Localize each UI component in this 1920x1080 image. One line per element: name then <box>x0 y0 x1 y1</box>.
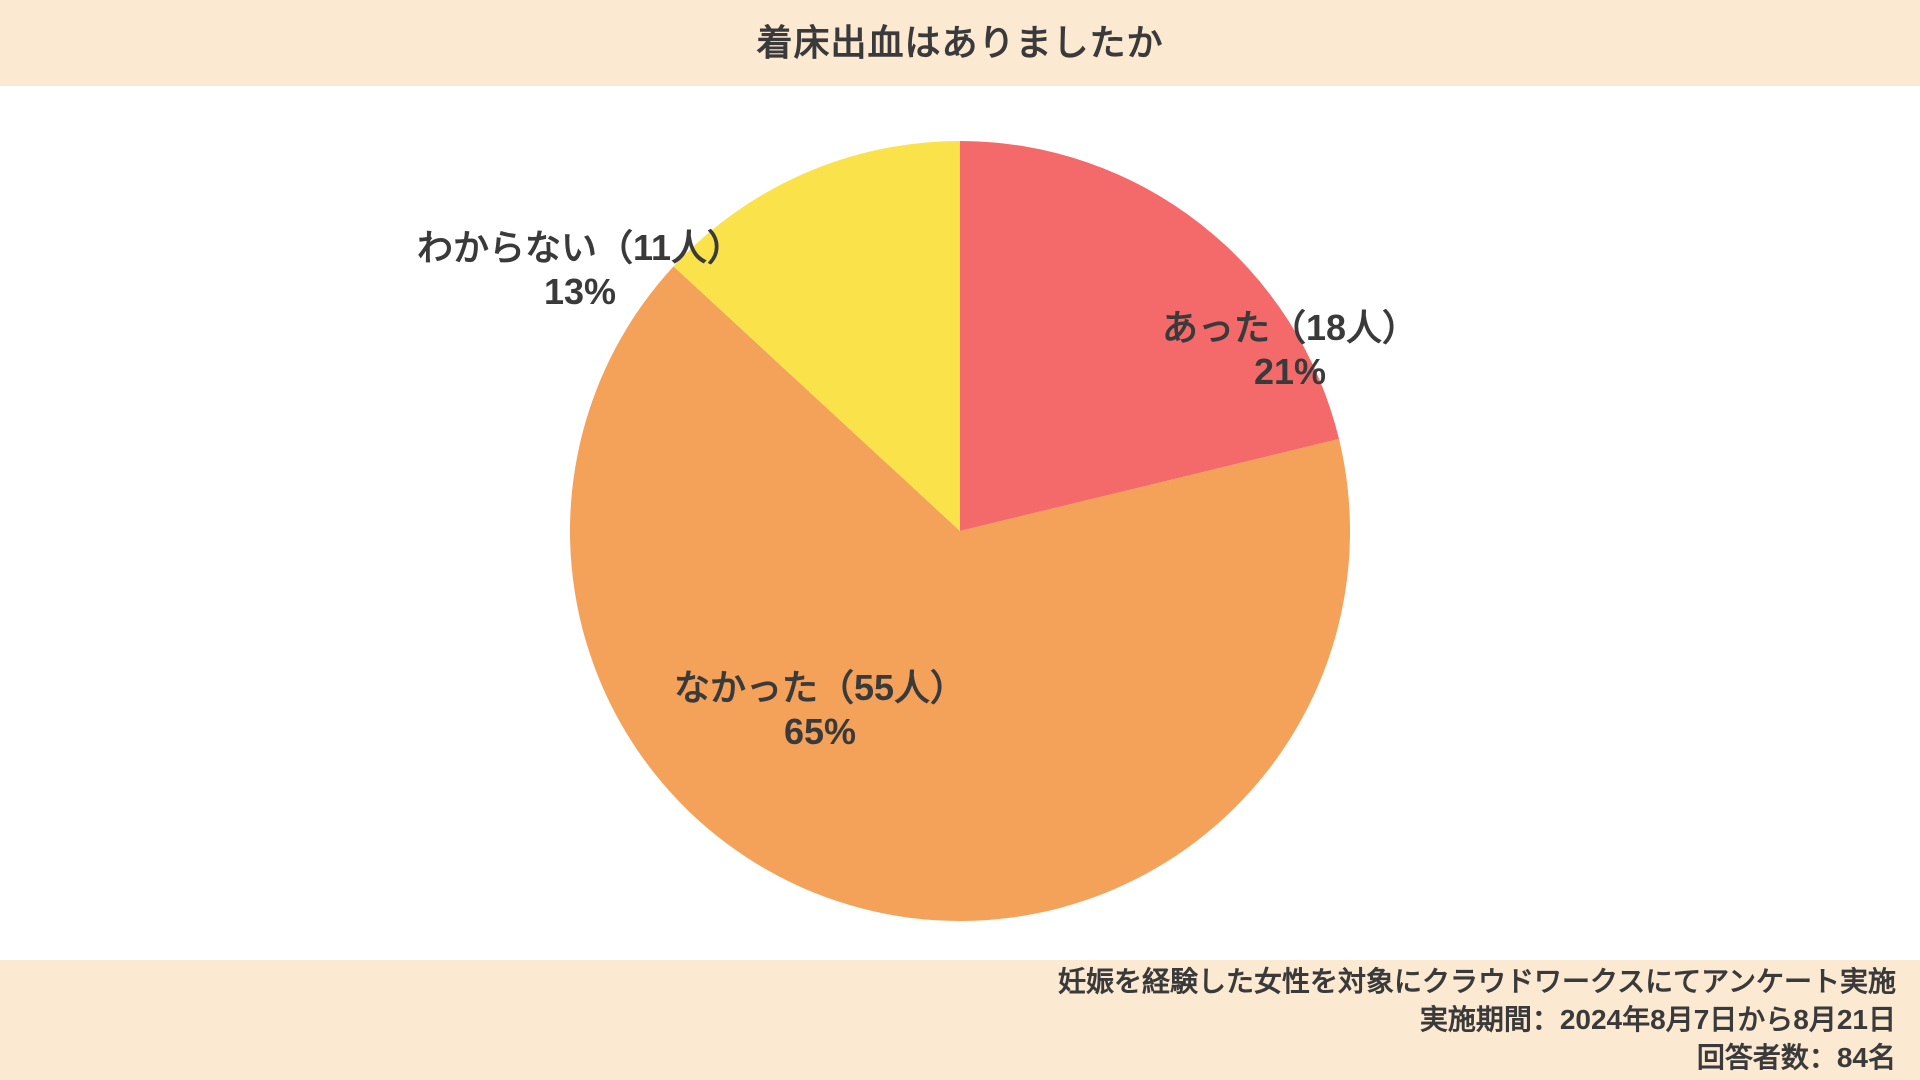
chart-title: 着床出血はありましたか <box>756 22 1163 63</box>
footer-line-2: 実施期間：2024年8月7日から8月21日 <box>0 1001 1896 1039</box>
footer-line-3: 回答者数：84名 <box>0 1039 1896 1077</box>
footer-bar: 妊娠を経験した女性を対象にクラウドワークスにてアンケート実施 実施期間：2024… <box>0 960 1920 1080</box>
slice-label-line1: あった（18人） <box>1162 299 1418 351</box>
title-bar: 着床出血はありましたか <box>0 0 1920 86</box>
slice-label-line1: なかった（55人） <box>674 659 966 711</box>
slice-label-line2: 65% <box>674 711 966 753</box>
slice-label-line2: 13% <box>417 271 743 313</box>
slice-label-line1: わからない（11人） <box>417 219 743 271</box>
pie-chart <box>0 86 1920 960</box>
footer-line-1: 妊娠を経験した女性を対象にクラウドワークスにてアンケート実施 <box>0 963 1896 1001</box>
slice-label-line2: 21% <box>1162 351 1418 393</box>
slice-label-わからない: わからない（11人）13% <box>417 219 743 313</box>
chart-area: あった（18人）21% なかった（55人）65% わからない（11人）13% <box>0 86 1920 960</box>
slice-label-なかった: なかった（55人）65% <box>674 659 966 753</box>
slice-label-あった: あった（18人）21% <box>1162 299 1418 393</box>
